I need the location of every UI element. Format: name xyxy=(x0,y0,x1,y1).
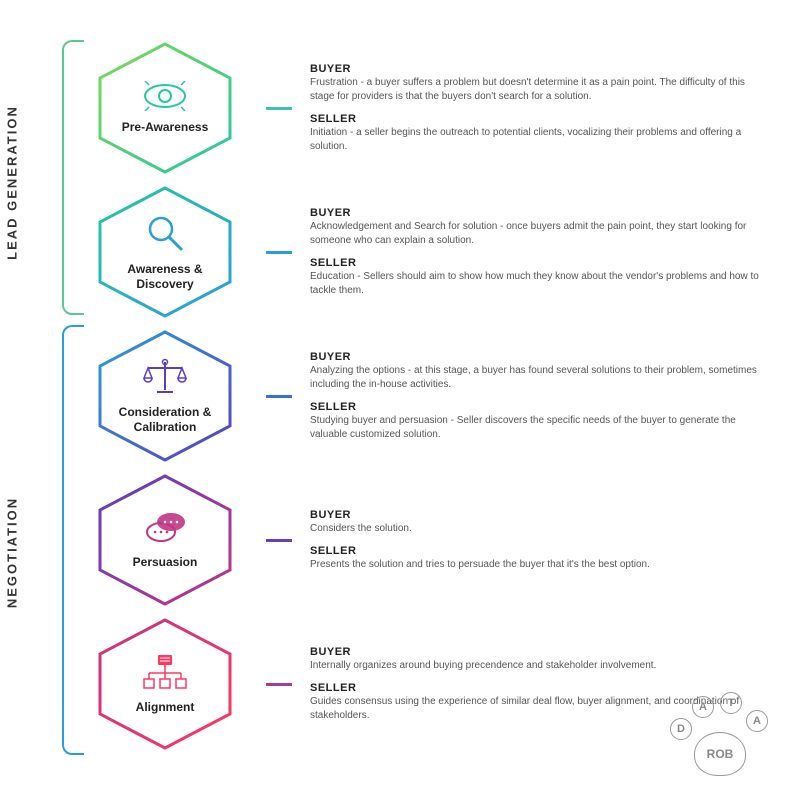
phase-label: NEGOTIATION xyxy=(5,497,20,608)
buyer-label: BUYER xyxy=(310,509,772,521)
buyer-desc: Analyzing the options - at this stage, a… xyxy=(310,364,772,391)
scales-icon xyxy=(142,358,188,396)
chat-icon xyxy=(143,510,187,546)
buyer-desc: Internally organizes around buying prece… xyxy=(310,659,772,673)
paw-toe: A xyxy=(692,696,714,718)
stage-text: BUYER Considers the solution. SELLER Pre… xyxy=(310,509,780,572)
buyer-label: BUYER xyxy=(310,351,772,363)
hexagon: Persuasion xyxy=(90,470,240,610)
connector-line xyxy=(266,683,292,686)
phase-bracket xyxy=(62,40,84,315)
paw-palm: ROB xyxy=(694,732,746,776)
org-icon xyxy=(142,653,188,691)
magnifier-icon xyxy=(145,213,185,253)
buyer-label: BUYER xyxy=(310,207,772,219)
stage-row: Awareness & Discovery BUYER Acknowledgem… xyxy=(90,182,780,322)
buyer-desc: Acknowledgement and Search for solution … xyxy=(310,220,772,247)
seller-desc: Education - Sellers should aim to show h… xyxy=(310,270,772,297)
hexagon: Awareness & Discovery xyxy=(90,182,240,322)
buyer-desc: Considers the solution. xyxy=(310,522,772,536)
paw-toe: T xyxy=(720,692,742,714)
buyer-label: BUYER xyxy=(310,646,772,658)
connector-line xyxy=(266,395,292,398)
hexagon: Pre-Awareness xyxy=(90,38,240,178)
stage-title: Alignment xyxy=(136,700,195,714)
watermark-paw: DATAROB xyxy=(670,690,780,780)
seller-desc: Initiation - a seller begins the outreac… xyxy=(310,126,772,153)
buyer-desc: Frustration - a buyer suffers a problem … xyxy=(310,76,772,103)
eye-icon xyxy=(143,81,187,111)
seller-desc: Studying buyer and persuasion - Seller d… xyxy=(310,414,772,441)
paw-toe: D xyxy=(670,718,692,740)
phase-label: LEAD GENERATION xyxy=(5,105,20,260)
stage-title: Persuasion xyxy=(133,555,198,569)
connector-line xyxy=(266,107,292,110)
hexagon: Consideration & Calibration xyxy=(90,326,240,466)
stage-text: BUYER Frustration - a buyer suffers a pr… xyxy=(310,63,780,153)
seller-label: SELLER xyxy=(310,545,772,557)
seller-label: SELLER xyxy=(310,257,772,269)
phase-bracket xyxy=(62,325,84,755)
stage-text: BUYER Acknowledgement and Search for sol… xyxy=(310,207,780,297)
stage-title: Consideration & Calibration xyxy=(108,405,222,434)
seller-label: SELLER xyxy=(310,401,772,413)
seller-desc: Presents the solution and tries to persu… xyxy=(310,558,772,572)
stage-row: Consideration & Calibration BUYER Analyz… xyxy=(90,326,780,466)
hexagon: Alignment xyxy=(90,614,240,754)
stage-title: Pre-Awareness xyxy=(122,120,209,134)
connector-line xyxy=(266,251,292,254)
buyer-label: BUYER xyxy=(310,63,772,75)
infographic-container: LEAD GENERATION NEGOTIATION Pre-Awareness… xyxy=(0,0,800,800)
stage-title: Awareness & Discovery xyxy=(108,262,222,291)
stage-text: BUYER Analyzing the options - at this st… xyxy=(310,351,780,441)
connector-line xyxy=(266,539,292,542)
seller-label: SELLER xyxy=(310,113,772,125)
stage-row: Pre-Awareness BUYER Frustration - a buye… xyxy=(90,38,780,178)
stage-row: Persuasion BUYER Considers the solution.… xyxy=(90,470,780,610)
paw-toe: A xyxy=(746,710,768,732)
